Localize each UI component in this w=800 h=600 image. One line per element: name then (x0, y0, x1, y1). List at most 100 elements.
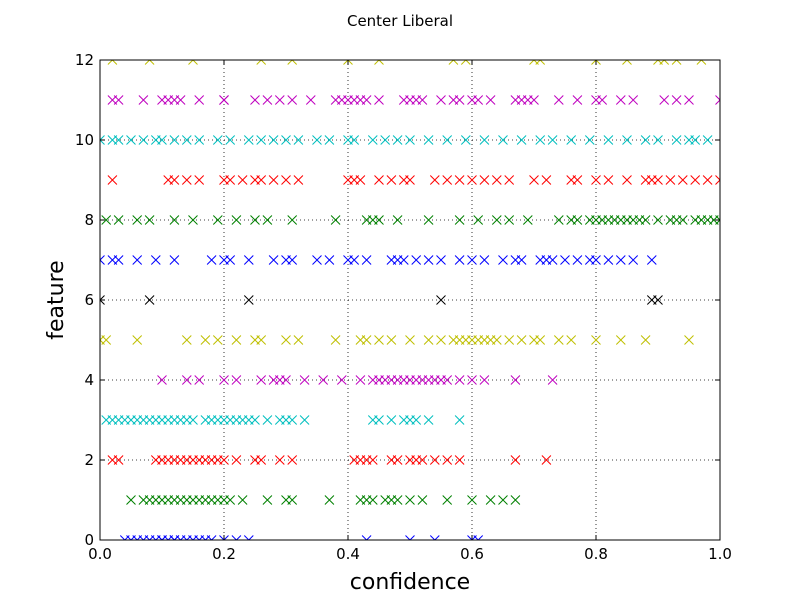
data-point (100, 255, 105, 265)
data-point (628, 95, 639, 105)
data-point (324, 255, 335, 265)
data-point (194, 95, 205, 105)
data-point (671, 95, 682, 105)
data-point (256, 175, 267, 185)
data-point (212, 215, 223, 225)
series-feature-8 (101, 215, 720, 225)
data-point (572, 175, 583, 185)
data-point (219, 375, 229, 385)
data-point (702, 175, 713, 185)
data-point (194, 175, 205, 185)
data-point (479, 255, 490, 265)
data-point (442, 455, 453, 465)
data-point (640, 215, 651, 225)
data-point (535, 335, 546, 345)
data-point (417, 95, 428, 105)
data-point (101, 215, 112, 225)
data-point (479, 175, 490, 185)
data-point (504, 215, 515, 225)
data-point (262, 415, 273, 425)
data-point (157, 375, 167, 385)
data-point (622, 60, 632, 65)
data-point (194, 135, 205, 145)
data-point (436, 335, 446, 345)
data-point (516, 255, 527, 265)
x-tick-label: 1.0 (708, 545, 732, 563)
data-point (181, 375, 192, 385)
data-point (225, 255, 236, 265)
data-point (374, 60, 384, 65)
series-feature-7 (100, 255, 657, 265)
data-point (287, 455, 298, 465)
data-point (423, 415, 434, 425)
data-point (225, 135, 236, 145)
data-point (113, 255, 124, 265)
data-point (405, 175, 415, 185)
data-point (454, 455, 465, 465)
data-point (287, 415, 298, 425)
data-point (467, 255, 477, 265)
data-point (684, 95, 694, 105)
data-point (243, 295, 254, 305)
x-tick-label: 0.4 (336, 545, 360, 563)
data-point (473, 95, 484, 105)
data-point (132, 335, 143, 345)
data-point (256, 335, 267, 345)
y-tick-label: 8 (84, 211, 94, 229)
data-point (100, 135, 105, 145)
data-point (132, 255, 143, 265)
data-point (336, 375, 347, 385)
data-point (374, 95, 384, 105)
data-point (690, 135, 701, 145)
data-point (268, 135, 279, 145)
data-point (560, 255, 570, 265)
data-point (250, 415, 260, 425)
data-point (101, 335, 112, 345)
data-point (361, 335, 372, 345)
data-point (684, 335, 694, 345)
data-point (454, 175, 465, 185)
data-point (510, 455, 521, 465)
data-point (219, 455, 229, 465)
data-point (429, 455, 440, 465)
data-point (485, 495, 496, 505)
data-point (498, 255, 508, 265)
series-feature-9 (107, 175, 720, 185)
data-point (659, 95, 670, 105)
data-point (268, 175, 279, 185)
data-point (349, 135, 360, 145)
data-point (591, 60, 601, 65)
data-point (281, 175, 291, 185)
data-point (243, 535, 254, 540)
data-point (194, 375, 205, 385)
data-point (442, 175, 453, 185)
data-point (212, 335, 223, 345)
data-point (677, 215, 688, 225)
data-point (138, 95, 149, 105)
data-point (380, 135, 391, 145)
data-point (169, 135, 180, 145)
data-point (231, 375, 242, 385)
data-point (572, 255, 583, 265)
data-point (423, 215, 434, 225)
data-point (144, 295, 155, 305)
data-point (479, 135, 490, 145)
data-point (100, 295, 105, 305)
data-point (374, 175, 384, 185)
x-tick-label: 0.6 (460, 545, 484, 563)
data-point (206, 535, 217, 540)
data-point (702, 135, 713, 145)
data-point (479, 375, 490, 385)
data-point (355, 175, 366, 185)
y-tick-label: 6 (84, 291, 94, 309)
series-feature-5 (100, 335, 694, 345)
data-point (312, 255, 322, 265)
series-feature-11 (107, 95, 720, 105)
data-point (715, 175, 720, 185)
data-point (473, 535, 484, 540)
data-point (206, 255, 217, 265)
data-point (113, 135, 124, 145)
data-point (330, 215, 341, 225)
chart-title: Center Liberal (347, 12, 453, 30)
series-feature-3 (101, 415, 465, 425)
